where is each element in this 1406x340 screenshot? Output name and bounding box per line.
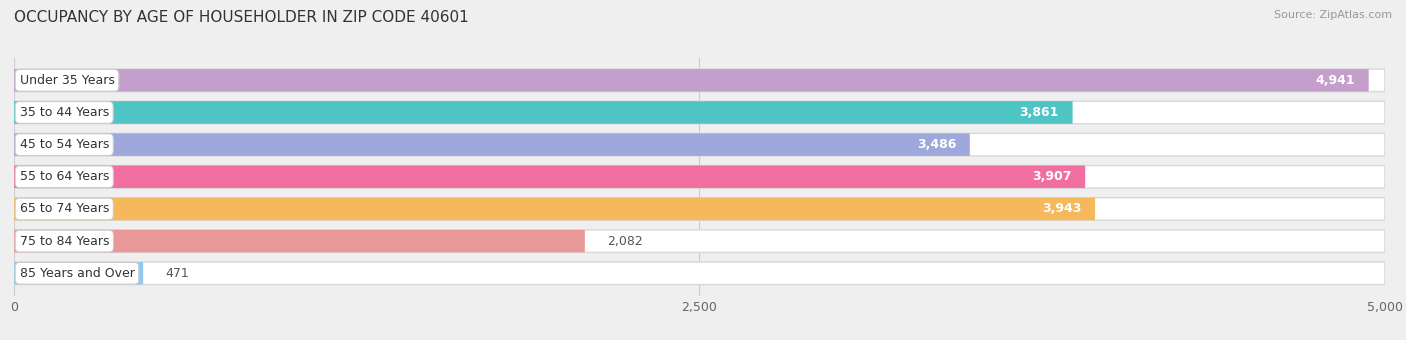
FancyBboxPatch shape — [14, 101, 1385, 124]
FancyBboxPatch shape — [14, 166, 1385, 188]
Text: 55 to 64 Years: 55 to 64 Years — [20, 170, 108, 183]
Text: 45 to 54 Years: 45 to 54 Years — [20, 138, 108, 151]
FancyBboxPatch shape — [14, 133, 970, 156]
FancyBboxPatch shape — [14, 133, 1385, 156]
Text: 471: 471 — [165, 267, 188, 280]
Text: 3,943: 3,943 — [1042, 202, 1081, 216]
FancyBboxPatch shape — [14, 230, 585, 252]
FancyBboxPatch shape — [14, 69, 1385, 91]
Text: OCCUPANCY BY AGE OF HOUSEHOLDER IN ZIP CODE 40601: OCCUPANCY BY AGE OF HOUSEHOLDER IN ZIP C… — [14, 10, 468, 25]
Text: Source: ZipAtlas.com: Source: ZipAtlas.com — [1274, 10, 1392, 20]
FancyBboxPatch shape — [14, 230, 1385, 252]
FancyBboxPatch shape — [14, 198, 1385, 220]
Text: 3,907: 3,907 — [1032, 170, 1071, 183]
Text: Under 35 Years: Under 35 Years — [20, 74, 114, 87]
Text: 4,941: 4,941 — [1316, 74, 1355, 87]
Text: 35 to 44 Years: 35 to 44 Years — [20, 106, 108, 119]
Text: 75 to 84 Years: 75 to 84 Years — [20, 235, 110, 248]
FancyBboxPatch shape — [14, 262, 1385, 285]
FancyBboxPatch shape — [14, 101, 1073, 124]
FancyBboxPatch shape — [14, 166, 1085, 188]
FancyBboxPatch shape — [14, 262, 143, 285]
Text: 65 to 74 Years: 65 to 74 Years — [20, 202, 108, 216]
FancyBboxPatch shape — [14, 198, 1095, 220]
Text: 85 Years and Over: 85 Years and Over — [20, 267, 135, 280]
FancyBboxPatch shape — [14, 69, 1368, 91]
Text: 2,082: 2,082 — [607, 235, 643, 248]
Text: 3,861: 3,861 — [1019, 106, 1059, 119]
Text: 3,486: 3,486 — [917, 138, 956, 151]
